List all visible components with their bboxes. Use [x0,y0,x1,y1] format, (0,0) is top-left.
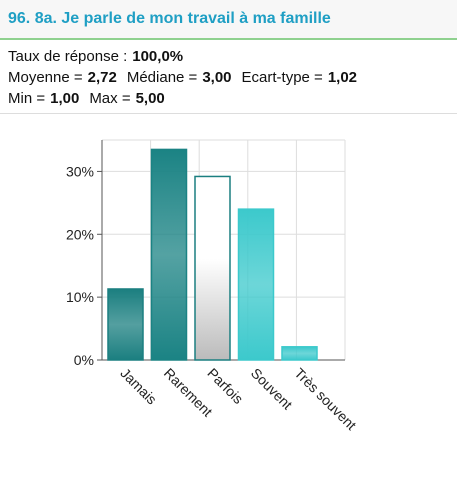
stat-label: Min = [8,90,46,107]
stat-label: Ecart-type = [241,69,323,86]
stats-line: Min = 1,00 Max = 5,00 [8,88,449,109]
stat-value: 2,72 [87,69,117,86]
question-title: 96. 8a. Je parle de mon travail à ma fam… [0,0,457,40]
bar [150,148,188,361]
bar [237,208,275,361]
stat-value: 100,0% [132,48,184,65]
stat-value: 1,00 [50,90,80,107]
stat-value: 1,02 [327,69,358,86]
stats: Taux de réponse :100,0% Moyenne = 2,72 Médi… [0,40,457,114]
stat-value: 3,00 [202,69,232,86]
bar [194,175,231,361]
bar [107,288,144,361]
stats-line: Moyenne = 2,72 Médiane = 3,00 Ecart-type = 1,… [8,67,449,88]
x-tick-label: Très souvent [291,365,359,433]
stats-line: Taux de réponse :100,0% [8,46,449,67]
stat-label: Médiane = [126,69,198,86]
y-tick-label: 0% [74,352,94,368]
y-tick-label: 20% [66,226,94,242]
stat-label: Taux de réponse : [8,48,128,65]
x-tick-label: Parfois [204,365,246,407]
y-tick-label: 30% [66,163,94,179]
stat-label: Max = [89,90,131,107]
bar [281,346,318,361]
y-tick-label: 10% [66,289,94,305]
stat-value: 5,00 [135,90,165,107]
x-tick-label: Jamais [117,365,160,408]
stat-label: Moyenne = [8,69,83,86]
x-tick-label: Souvent [248,365,296,413]
